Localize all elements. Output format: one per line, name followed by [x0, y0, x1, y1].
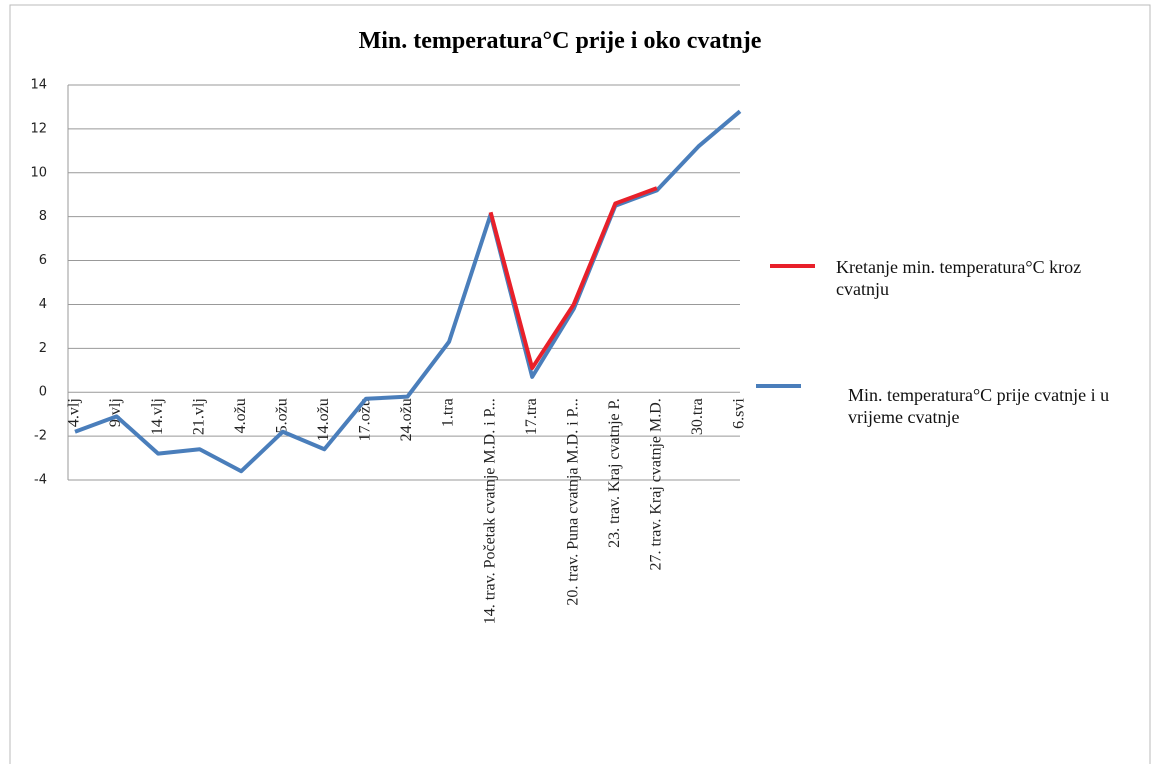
- x-tick-label: 14.ožu: [315, 398, 332, 441]
- y-tick-label: 0: [39, 385, 47, 400]
- y-tick-label: 8: [39, 209, 47, 224]
- x-tick-label: 5.ožu: [273, 398, 290, 433]
- series-line: [74, 109, 742, 474]
- x-tick-label: 4.vlj: [66, 398, 83, 427]
- series-line: [488, 186, 658, 371]
- x-tick-label: 17.ožu: [357, 398, 374, 441]
- x-tick-label: 17.tra: [523, 398, 540, 435]
- y-tick-label: 12: [30, 121, 47, 136]
- x-tick-label: 14. trav. Početak cvatnje M.D. i P...: [481, 398, 498, 624]
- x-tick-label: 1.tra: [440, 398, 457, 427]
- chart-title: Min. temperatura°C prije i oko cvatnje: [359, 28, 762, 54]
- x-tick-label: 23. trav. Kraj cvatnje P.: [606, 398, 623, 548]
- x-tick-label: 14.vlj: [149, 398, 166, 435]
- x-tick-label: 21.vlj: [190, 398, 207, 435]
- frame: [9, 4, 1151, 764]
- y-tick-label: -4: [34, 473, 47, 488]
- x-tick-label: 4.ožu: [232, 398, 249, 433]
- x-tick-label: 27. trav. Kraj cvatnje M.D.: [648, 398, 665, 570]
- x-tick-label: 20. trav. Puna cvatnja M.D. i P...: [564, 398, 581, 605]
- y-tick-label: 4: [39, 297, 47, 312]
- y-tick-label: 10: [30, 165, 47, 180]
- y-tick-label: 2: [39, 341, 47, 356]
- legend-label: Kretanje min. temperatura°C kroz cvatnju: [836, 257, 1082, 299]
- y-tick-label: 14: [30, 78, 47, 93]
- x-tick-label: 30.tra: [689, 398, 706, 435]
- x-tick-label: 24.ožu: [398, 398, 415, 441]
- y-tick-label: -2: [34, 429, 47, 444]
- legend-label: Min. temperatura°C prije cvatnje i u vri…: [848, 385, 1110, 427]
- y-tick-label: 6: [39, 253, 47, 268]
- x-tick-label: 6.svi: [731, 398, 748, 429]
